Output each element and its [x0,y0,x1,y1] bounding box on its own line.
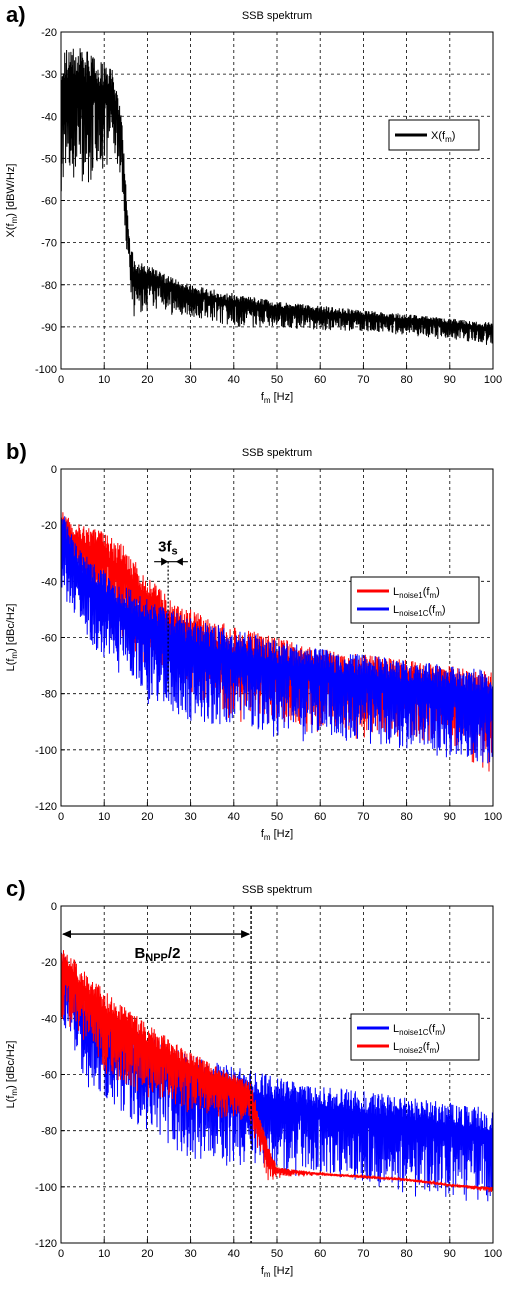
chart-b-x-axis-label: fm [Hz] [261,828,293,842]
chart-b-annotation-arrowhead-right [175,557,183,566]
chart-c-x-tick-label: 40 [228,1248,240,1260]
chart-c-x-axis-label: fm [Hz] [261,1265,293,1279]
chart-a-y-tick-label: -20 [41,27,57,39]
chart-c-x-tick-label: 50 [271,1248,283,1260]
chart-a-x-tick-label: 60 [314,374,326,386]
chart-a-x-tick-label: 0 [58,374,64,386]
chart-panel-c: c) SSB spektrum 0 10 20 30 40 50 60 70 80 90 100 -120… [0,874,509,1310]
chart-b-x-tick-label: 20 [141,811,153,823]
chart-a-y-axis-label: X(fm) [dBW/Hz] [5,164,19,238]
chart-a-y-tick-label: -90 [41,322,57,334]
chart-a-x-axis-label: fm [Hz] [261,391,293,405]
chart-c-x-tick-label: 0 [58,1248,64,1260]
chart-panel-a: a) SSB spektrum 0 10 20 30 40 50 60 70 80 90 100 -100… [0,0,509,436]
chart-c-svg: c) SSB spektrum 0 10 20 30 40 50 60 70 80 90 100 -120… [5,876,502,1279]
chart-b-legend-label-1: Lnoise1C(fm) [393,604,446,618]
chart-c-y-tick-label: -60 [41,1070,57,1082]
chart-c-series-line-1 [61,950,493,1193]
chart-a-panel-label: a) [6,2,26,27]
chart-panel-b: b) SSB spektrum 0 10 20 30 40 50 60 70 80 90 100 -120… [0,437,509,873]
chart-c-axes-box [60,905,494,1244]
chart-b-x-tick-label: 50 [271,811,283,823]
chart-a-x-tick-label: 10 [98,374,110,386]
chart-a-y-tick-label: -40 [41,111,57,123]
chart-c-title: SSB spektrum [242,884,312,896]
chart-b-annotation-arrowhead-left [161,557,169,566]
chart-b-x-tick-label: 40 [228,811,240,823]
chart-a-title: SSB spektrum [242,10,312,22]
chart-c-legend-box [350,1013,480,1061]
chart-b-annotation-label: 3fs [158,539,177,558]
chart-c-series-line-0 [61,944,493,1202]
chart-a-x-tick-label: 20 [141,374,153,386]
chart-c-annotation-label: BNPP/2 [134,945,180,964]
chart-a-x-tick-label: 80 [400,374,412,386]
chart-a-svg: a) SSB spektrum 0 10 20 30 40 50 60 70 80 90 100 -100… [5,2,502,405]
chart-a-y-tick-label: -70 [41,238,57,250]
chart-b-x-tick-label: 80 [400,811,412,823]
chart-b-x-tick-label: 0 [58,811,64,823]
chart-a-x-tick-label: 70 [357,374,369,386]
chart-a-y-tick-label: -80 [41,280,57,292]
chart-a-x-tick-label: 100 [484,374,502,386]
chart-b-axes-box [60,468,494,807]
chart-c-legend-label-1: Lnoise2(fm) [393,1041,440,1055]
chart-a-axes-box [60,31,494,370]
chart-a-y-tick-label: -30 [41,69,57,81]
chart-b-y-tick-label: 0 [51,464,57,476]
chart-b-y-tick-label: -80 [41,689,57,701]
chart-c-annotation-arrowhead-right [241,930,251,939]
chart-b-legend-label-0: Lnoise1(fm) [393,586,440,600]
chart-a-y-tick-label: -60 [41,196,57,208]
chart-b-x-tick-label: 30 [184,811,196,823]
chart-b-title: SSB spektrum [242,447,312,459]
chart-b-x-tick-label: 60 [314,811,326,823]
chart-b-y-tick-label: -40 [41,576,57,588]
chart-a-x-tick-label: 30 [184,374,196,386]
chart-b-x-tick-label: 70 [357,811,369,823]
chart-b-y-tick-label: -100 [35,745,57,757]
chart-c-y-axis-label: L(fm) [dBc/Hz] [5,1041,19,1109]
chart-c-x-tick-label: 10 [98,1248,110,1260]
chart-b-x-tick-label: 10 [98,811,110,823]
chart-b-x-tick-label: 90 [444,811,456,823]
chart-c-y-tick-label: -100 [35,1182,57,1194]
chart-a-x-tick-label: 90 [444,374,456,386]
chart-a-y-tick-label: -50 [41,153,57,165]
chart-c-x-tick-label: 60 [314,1248,326,1260]
chart-c-y-tick-label: -80 [41,1126,57,1138]
chart-c-legend-label-0: Lnoise1C(fm) [393,1023,446,1037]
chart-c-annotation-arrowhead-left [62,930,71,939]
chart-c-x-tick-label: 100 [484,1248,502,1260]
chart-c-x-tick-label: 70 [357,1248,369,1260]
chart-c-x-tick-label: 30 [184,1248,196,1260]
chart-a-x-tick-label: 40 [228,374,240,386]
chart-a-series-line-0 [61,48,493,345]
chart-a-legend-label-0: X(fm) [431,130,455,144]
chart-b-x-tick-label: 100 [484,811,502,823]
chart-b-y-tick-label: -20 [41,520,57,532]
chart-a-x-tick-label: 50 [271,374,283,386]
chart-c-y-tick-label: -40 [41,1013,57,1025]
chart-b-svg: b) SSB spektrum 0 10 20 30 40 50 60 70 80 90 100 -120… [5,439,502,842]
chart-b-y-axis-label: L(fm) [dBc/Hz] [5,604,19,672]
chart-c-x-tick-label: 80 [400,1248,412,1260]
chart-c-y-tick-label: 0 [51,901,57,913]
chart-c-y-tick-label: -120 [35,1238,57,1250]
chart-b-series-line-1 [61,510,493,764]
chart-c-x-tick-label: 90 [444,1248,456,1260]
chart-c-y-tick-label: -20 [41,957,57,969]
chart-b-y-tick-label: -60 [41,633,57,645]
chart-a-y-tick-label: -100 [35,364,57,376]
chart-b-y-tick-label: -120 [35,801,57,813]
chart-c-panel-label: c) [6,876,26,901]
chart-b-panel-label: b) [6,439,27,464]
chart-b-legend-box [350,576,480,624]
chart-c-x-tick-label: 20 [141,1248,153,1260]
